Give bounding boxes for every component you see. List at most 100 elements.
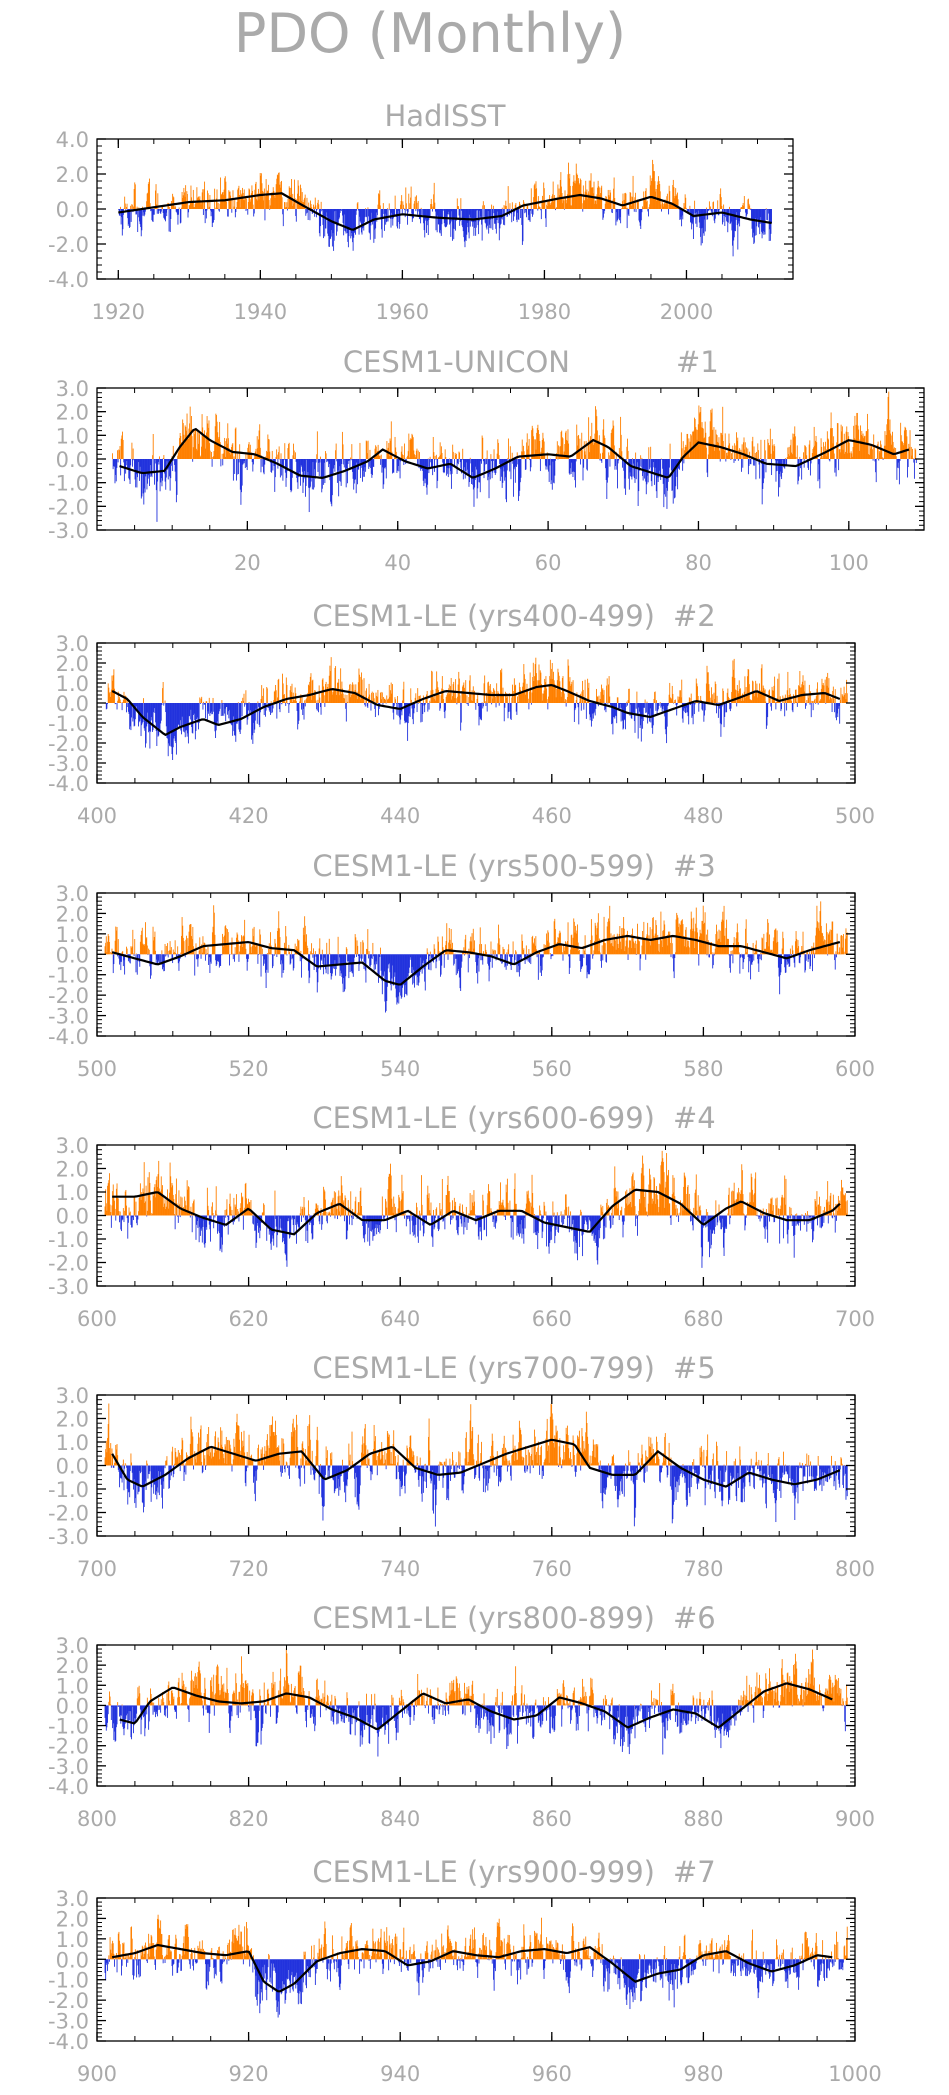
pdo-bar	[160, 703, 162, 724]
pdo-bar	[241, 195, 243, 209]
pdo-bar	[422, 209, 424, 216]
pdo-bar	[719, 703, 721, 724]
pdo-bar	[818, 459, 820, 465]
pdo-bar	[394, 195, 396, 209]
pdo-bar	[595, 204, 597, 209]
pdo-bar	[339, 209, 340, 218]
pdo-bar	[147, 459, 149, 484]
pdo-bar	[270, 945, 272, 955]
pdo-bar	[107, 683, 109, 703]
pdo-bar	[317, 199, 319, 209]
pdo-bar	[137, 459, 138, 478]
pdo-bar	[279, 187, 281, 209]
pdo-bar	[749, 459, 751, 465]
pdo-bar	[263, 703, 265, 716]
pdo-bar	[703, 703, 705, 722]
pdo-bar	[862, 433, 864, 459]
pdo-bar	[376, 696, 378, 703]
pdo-bar	[204, 209, 206, 224]
pdo-bar	[430, 954, 432, 971]
pdo-bar	[515, 950, 517, 955]
pdo-bar	[826, 449, 828, 459]
pdo-bar	[674, 699, 676, 703]
pdo-bar	[853, 425, 855, 459]
pdo-bar	[425, 209, 427, 219]
pdo-bar	[709, 436, 711, 459]
pdo-bar	[131, 946, 133, 955]
pdo-bar	[444, 703, 446, 719]
pdo-bar	[369, 209, 371, 240]
pdo-bar	[214, 443, 216, 459]
pdo-bar	[676, 915, 678, 955]
pdo-bar	[225, 925, 227, 955]
pdo-bar	[387, 954, 389, 969]
pdo-bar	[382, 459, 383, 468]
pdo-bar	[718, 929, 720, 955]
pdo-bar	[254, 189, 256, 209]
pdo-bar	[305, 209, 307, 214]
pdo-bar	[190, 924, 192, 955]
pdo-bar	[633, 459, 635, 464]
pdo-bar	[295, 209, 297, 222]
pdo-bar	[217, 438, 219, 459]
pdo-bar	[658, 703, 660, 706]
y-tick-label: -2.0	[48, 233, 89, 257]
pdo-bar	[521, 691, 523, 703]
pdo-bar	[717, 940, 719, 955]
pdo-bar	[489, 459, 491, 480]
pdo-bar	[498, 455, 500, 459]
pdo-bar	[490, 209, 492, 229]
pdo-bar	[725, 928, 727, 955]
pdo-bar	[415, 693, 417, 703]
pdo-bar	[250, 703, 252, 714]
pdo-bar	[716, 931, 718, 955]
pdo-bar	[208, 208, 210, 209]
pdo-bar	[436, 209, 438, 219]
pdo-bar	[761, 209, 763, 239]
pdo-bar	[506, 952, 508, 955]
pdo-bar	[602, 688, 604, 703]
pdo-bar	[219, 703, 221, 709]
pdo-bar	[630, 459, 632, 477]
pdo-bar	[477, 954, 479, 984]
pdo-bar	[405, 954, 407, 994]
pdo-bar	[732, 445, 734, 459]
pdo-bar	[448, 928, 450, 955]
pdo-bar	[832, 686, 834, 703]
pdo-bar	[736, 209, 738, 213]
pdo-bar	[653, 698, 655, 703]
pdo-bar	[165, 703, 167, 713]
pdo-bar	[600, 193, 601, 209]
pdo-bar	[548, 459, 550, 482]
pdo-bar	[614, 936, 616, 955]
pdo-bar	[845, 699, 847, 703]
pdo-bar	[383, 699, 385, 703]
pdo-bar	[447, 954, 449, 960]
pdo-bar	[390, 209, 392, 228]
pdo-bar	[229, 454, 231, 459]
pdo-bar	[328, 459, 330, 464]
pdo-bar	[189, 703, 191, 720]
pdo-bar	[370, 209, 372, 226]
pdo-bar	[165, 459, 167, 490]
pdo-bar	[684, 206, 685, 209]
pdo-bar	[233, 953, 235, 955]
pdo-bar	[691, 209, 693, 230]
pdo-bar	[178, 453, 180, 459]
pdo-bar	[177, 954, 179, 964]
pdo-bar	[708, 209, 710, 211]
pdo-bar	[602, 209, 604, 220]
pdo-bar	[167, 703, 169, 739]
pdo-bar	[736, 440, 738, 459]
pdo-bar	[617, 697, 619, 703]
pdo-bar	[170, 703, 172, 747]
pdo-bar	[264, 209, 266, 221]
pdo-bar	[696, 209, 698, 228]
pdo-bar	[528, 949, 530, 955]
pdo-bar	[500, 954, 501, 962]
pdo-bar	[815, 703, 817, 704]
pdo-bar	[249, 703, 251, 714]
pdo-bar	[455, 453, 457, 459]
pdo-bar	[338, 954, 340, 958]
pdo-bar	[727, 688, 729, 703]
